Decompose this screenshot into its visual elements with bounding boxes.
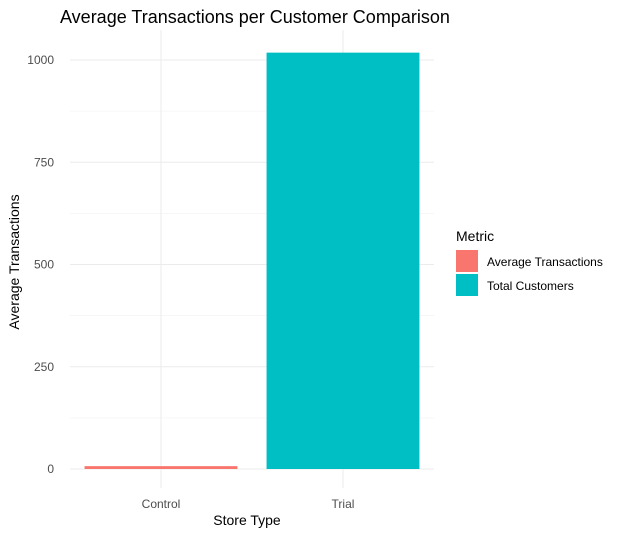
y-axis-title: Average Transactions	[6, 194, 22, 329]
bar-control-average-transactions	[84, 466, 238, 469]
y-tick-label: 0	[47, 462, 54, 476]
x-tick-label: Trial	[332, 497, 355, 511]
legend-label: Total Customers	[487, 279, 574, 293]
y-axis-ticks: 0 250 500 750 1000	[27, 53, 54, 476]
legend-title: Metric	[456, 228, 494, 244]
x-axis-ticks: Control Trial	[142, 497, 355, 511]
bar-trial-total-customers	[266, 52, 420, 469]
y-tick-label: 250	[34, 360, 54, 374]
y-tick-label: 750	[34, 155, 54, 169]
x-tick-label: Control	[142, 497, 181, 511]
y-tick-label: 1000	[27, 53, 54, 67]
legend-label: Average Transactions	[487, 255, 603, 269]
y-tick-label: 500	[34, 258, 54, 272]
x-axis-title: Store Type	[213, 512, 281, 528]
legend-swatch	[456, 274, 478, 296]
legend-items: Average Transactions Total Customers	[456, 250, 603, 296]
legend-swatch	[456, 250, 478, 272]
chart-title: Average Transactions per Customer Compar…	[60, 7, 450, 27]
bars	[84, 52, 420, 469]
legend: Metric Average Transactions Total Custome…	[456, 228, 603, 296]
